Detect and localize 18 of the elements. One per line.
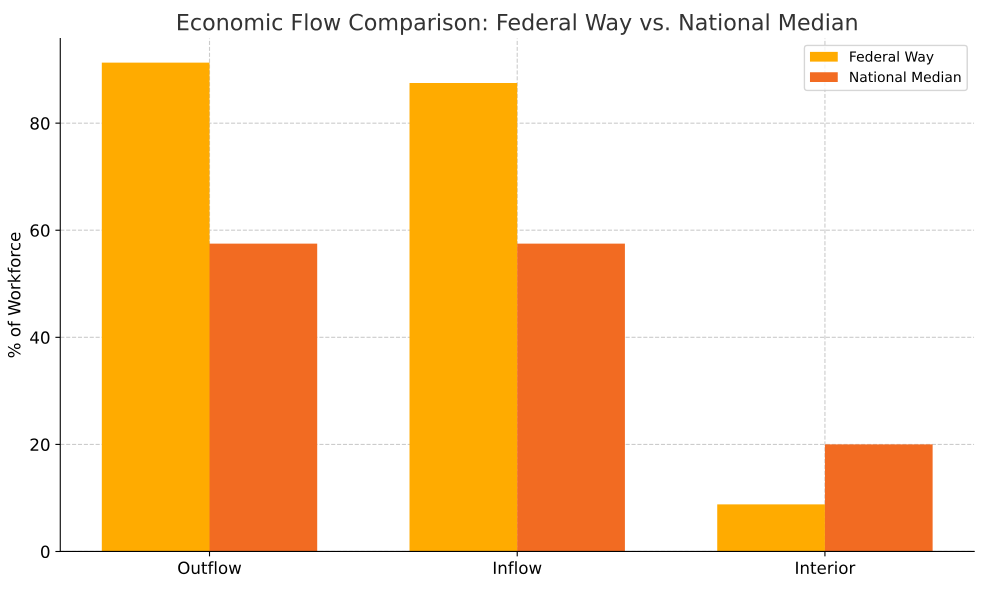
bar — [717, 504, 825, 552]
legend-label: National Median — [850, 71, 960, 82]
y-axis-title: % of Workforce — [8, 232, 21, 358]
bar — [210, 244, 318, 552]
bar — [102, 62, 210, 552]
y-tick-label: 80 — [30, 117, 50, 130]
y-tick-label: 60 — [30, 224, 50, 237]
y-tick-label: 0 — [41, 545, 50, 558]
bar — [824, 444, 933, 552]
legend-label: Federal Way — [850, 51, 934, 64]
x-tick-label: Inflow — [494, 561, 542, 574]
y-tick-label: 20 — [30, 438, 50, 451]
x-tick-label: Outflow — [178, 561, 242, 574]
bar — [517, 244, 625, 552]
y-tick-label: 40 — [30, 331, 50, 344]
x-tick-label: Interior — [796, 561, 856, 574]
bar — [410, 82, 518, 552]
chart-title: Economic Flow Comparison: Federal Way vs. National Median — [178, 13, 857, 35]
